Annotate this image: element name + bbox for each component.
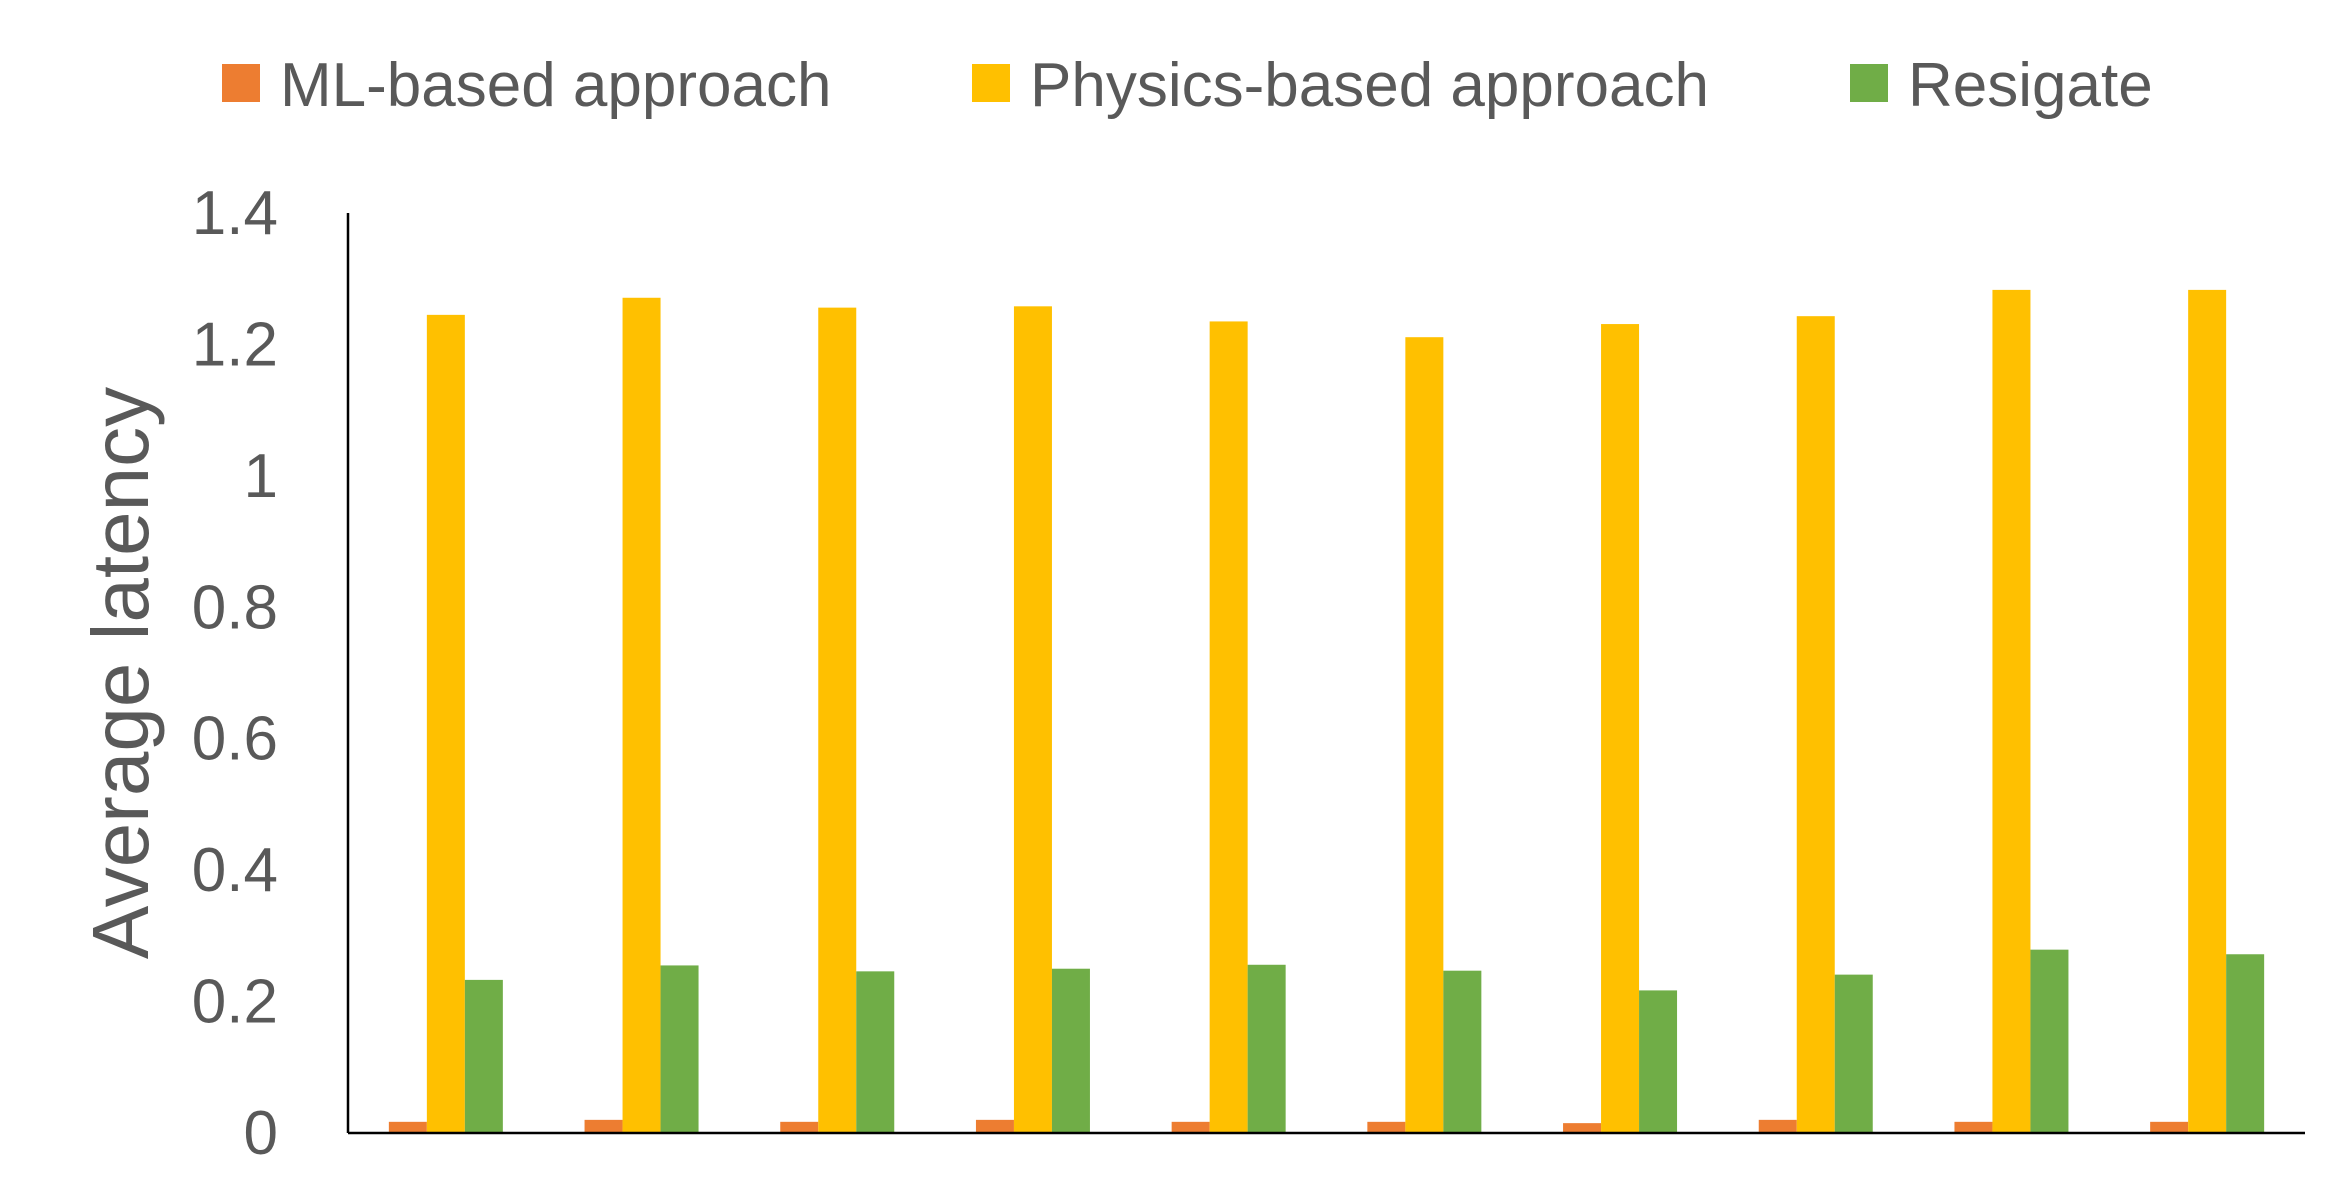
y-tick-label: 1.4 xyxy=(192,179,278,248)
y-tick-label: 1 xyxy=(244,442,278,511)
ml-based-bar xyxy=(780,1121,819,1133)
bars xyxy=(388,289,2265,1134)
ml-based-bar xyxy=(584,1119,623,1133)
y-tick-label: 0.4 xyxy=(192,836,278,905)
physics-based-bar xyxy=(622,297,661,1133)
physics-based-bar xyxy=(1601,324,1640,1133)
resigate-bar xyxy=(660,965,699,1133)
ml-based-bar xyxy=(1367,1121,1406,1133)
legend-swatch xyxy=(222,64,260,102)
resigate-bar xyxy=(1639,990,1678,1133)
physics-based-bar xyxy=(2188,289,2227,1133)
y-tick-label: 0.2 xyxy=(192,968,278,1037)
physics-based-bar xyxy=(1209,321,1248,1133)
y-tick-label: 0.8 xyxy=(192,573,278,642)
y-axis-title: Average latency xyxy=(76,387,165,959)
ml-based-bar xyxy=(388,1121,427,1133)
physics-based-bar xyxy=(1796,316,1835,1134)
physics-based-bar xyxy=(818,307,857,1134)
legend-swatch xyxy=(972,64,1010,102)
resigate-bar xyxy=(2226,954,2265,1133)
legend-label: Physics-based approach xyxy=(1030,51,1709,120)
resigate-bar xyxy=(1834,974,1873,1133)
resigate-bar xyxy=(1443,970,1482,1133)
legend: ML-based approach Physics-based approach R… xyxy=(222,51,2153,120)
legend-swatch xyxy=(1850,64,1888,102)
ml-based-bar xyxy=(1563,1123,1602,1133)
y-tick-label: 1.2 xyxy=(192,310,278,379)
legend-item-physics-based: Physics-based approach xyxy=(972,51,1709,120)
physics-based-bar xyxy=(1992,289,2031,1133)
resigate-bar xyxy=(2030,949,2069,1133)
legend-label: Resigate xyxy=(1908,51,2153,120)
y-tick-label: 0 xyxy=(244,1099,278,1168)
ml-based-bar xyxy=(975,1119,1014,1133)
resigate-bar xyxy=(1247,964,1286,1133)
ml-based-bar xyxy=(1758,1119,1797,1133)
resigate-bar xyxy=(1051,968,1090,1133)
y-axis: 0 0.2 0.4 0.6 0.8 1 1.2 1.4 xyxy=(192,179,350,1168)
y-tick-label: 0.6 xyxy=(192,705,278,774)
legend-item-resigate: Resigate xyxy=(1850,51,2153,120)
physics-based-bar xyxy=(1013,306,1052,1133)
legend-label: ML-based approach xyxy=(280,51,831,120)
physics-based-bar xyxy=(426,314,465,1133)
resigate-bar xyxy=(856,971,895,1133)
ml-based-bar xyxy=(2150,1121,2189,1133)
legend-item-ml-based: ML-based approach xyxy=(222,51,831,120)
resigate-bar xyxy=(464,979,503,1133)
physics-based-bar xyxy=(1405,337,1444,1133)
ml-based-bar xyxy=(1954,1121,1993,1133)
ml-based-bar xyxy=(1171,1121,1210,1133)
